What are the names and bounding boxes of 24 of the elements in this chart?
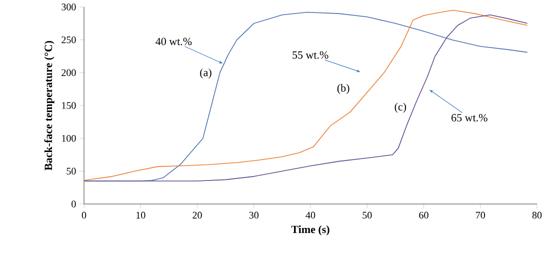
annotation: 55 wt.% <box>292 51 328 59</box>
annotation: 40 wt.% <box>156 38 192 46</box>
x-axis-title: Time (s) <box>291 225 330 236</box>
x-tick-label: 60 <box>419 212 428 219</box>
y-tick-label: 150 <box>62 102 76 109</box>
x-tick-label: 10 <box>136 212 146 219</box>
x-tick-label: 30 <box>249 212 258 219</box>
x-tick-label: 70 <box>476 212 485 219</box>
y-tick-label: 250 <box>62 36 76 44</box>
annotation: 65 wt.% <box>452 114 488 122</box>
x-tick-label: 40 <box>306 212 316 219</box>
y-tick-label: 100 <box>62 134 76 142</box>
x-tick-label: 80 <box>532 212 542 219</box>
annotation: (b) <box>337 84 350 94</box>
x-tick-label: 0 <box>82 212 86 219</box>
y-tick-label: 0 <box>72 200 76 208</box>
y-tick-label: 200 <box>62 69 76 76</box>
x-tick-label: 20 <box>192 212 202 219</box>
y-tick-label: 300 <box>62 4 76 10</box>
x-tick-label: 50 <box>362 212 372 219</box>
annotation: (c) <box>394 102 406 113</box>
annotation: (a) <box>200 68 212 78</box>
y-axis-title: Back-face temperature (°C) <box>44 40 54 170</box>
y-tick-label: 50 <box>66 168 76 175</box>
